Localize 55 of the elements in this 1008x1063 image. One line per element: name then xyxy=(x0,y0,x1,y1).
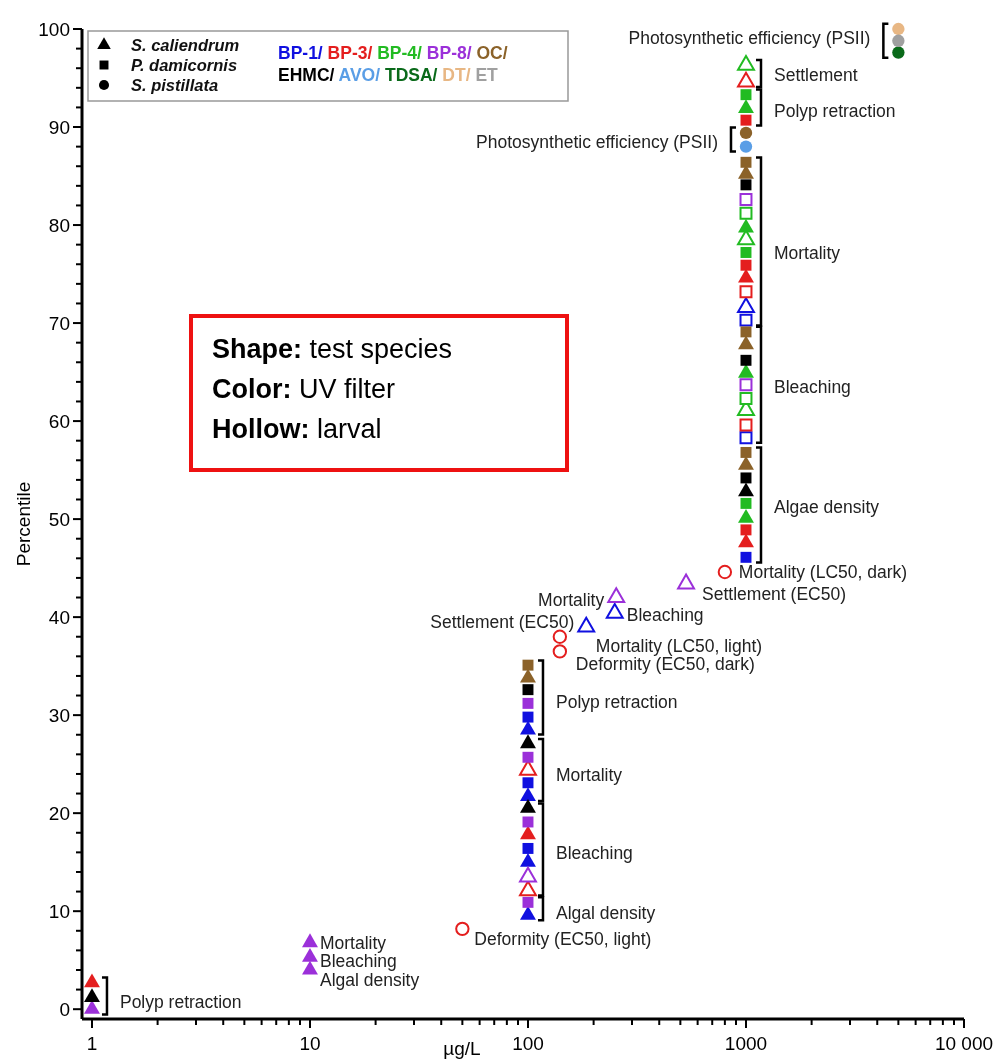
annotation: Photosynthetic efficiency (PSII) xyxy=(476,131,718,152)
y-tick-label: 80 xyxy=(48,214,70,236)
text: BP-1/ xyxy=(278,43,328,64)
y-tick-label: 0 xyxy=(59,998,70,1020)
x-tick-label: 10 xyxy=(299,1033,321,1054)
y-tick-label: 10 xyxy=(48,900,70,922)
annotation: Hollow: larval xyxy=(212,414,382,444)
y-tick-label: 60 xyxy=(48,410,70,432)
text: DT/ xyxy=(442,65,476,86)
annotation: Color: UV filter xyxy=(212,374,396,404)
annotation: Mortality (LC50, light) xyxy=(595,635,763,656)
annotation: Polyp retraction xyxy=(773,100,896,121)
y-tick-label: 30 xyxy=(48,704,70,726)
text: BP-3/ xyxy=(327,43,378,64)
annotation: Photosynthetic efficiency (PSII) xyxy=(628,27,871,48)
text: AVO/ xyxy=(338,65,385,86)
text: BP-8/ xyxy=(426,43,477,64)
annotation: Algal density xyxy=(555,903,656,924)
y-tick-label: 90 xyxy=(48,116,70,138)
annotation: Bleaching xyxy=(555,842,633,863)
y-tick-label: 20 xyxy=(48,802,70,824)
annotation: Settlement xyxy=(773,65,858,86)
text: ET xyxy=(475,65,499,86)
legend-label: S. pistillata xyxy=(131,75,219,94)
text: BP-4/ xyxy=(377,43,427,64)
annotation: Algae density xyxy=(773,496,880,517)
annotation: Settlement (EC50) xyxy=(430,612,575,633)
y-tick-label: 100 xyxy=(38,18,70,40)
x-tick-label: 1 xyxy=(86,1033,98,1054)
annotation: Mortality (LC50, dark) xyxy=(738,562,908,583)
x-tick-label: 1000 xyxy=(724,1033,768,1054)
annotation: Bleaching xyxy=(626,605,704,626)
annotation: Shape: test species xyxy=(212,334,453,364)
x-axis-title: µg/L xyxy=(443,1038,481,1059)
annotation: Mortality xyxy=(555,765,623,786)
annotation: Deformity (EC50, light) xyxy=(474,928,652,949)
annotation: Mortality xyxy=(538,589,605,610)
annotation: Mortality xyxy=(319,932,387,953)
y-tick-label: 40 xyxy=(48,606,70,628)
annotation: Algal density xyxy=(319,970,420,991)
legend-label: S. caliendrum xyxy=(131,35,240,54)
annotation: Polyp retraction xyxy=(555,691,678,712)
y-tick-label: 50 xyxy=(48,508,70,530)
annotation: Bleaching xyxy=(773,376,851,397)
text: TDSA/ xyxy=(384,65,443,86)
annotation: Settlement (EC50) xyxy=(702,583,847,604)
y-tick-label: 70 xyxy=(48,312,70,334)
annotation: Polyp retraction xyxy=(119,991,242,1012)
x-tick-label: 10 000 xyxy=(934,1033,994,1054)
annotation: Mortality xyxy=(773,242,841,263)
x-tick-label: 100 xyxy=(512,1033,544,1054)
text: OC/ xyxy=(476,43,508,64)
legend-label: P. damicornis xyxy=(131,55,238,74)
y-axis-title: Percentile xyxy=(13,481,34,567)
text: EHMC/ xyxy=(278,65,339,86)
